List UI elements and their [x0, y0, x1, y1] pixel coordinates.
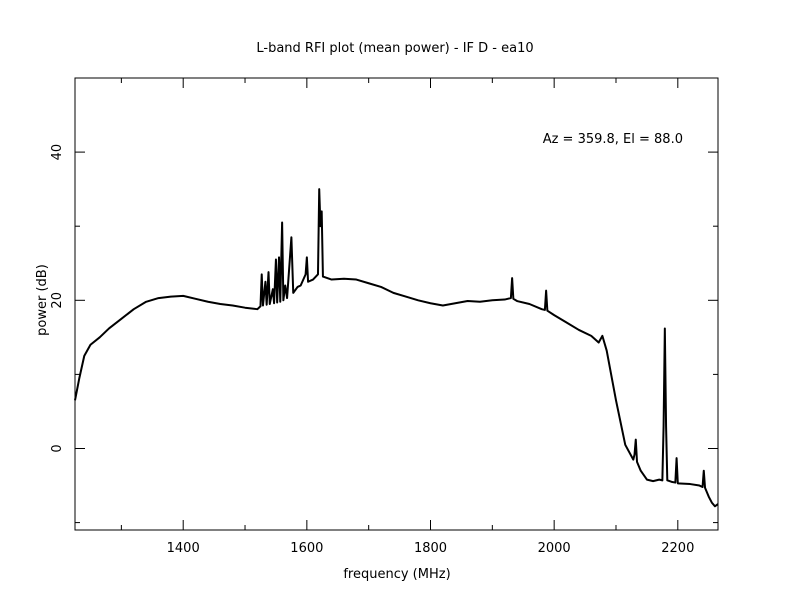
- x-tick-label: 1600: [290, 541, 323, 556]
- chart-annotation: Az = 359.8, El = 88.0: [543, 132, 683, 147]
- plot-frame: [74, 77, 719, 531]
- y-tick-label: 0: [50, 444, 65, 452]
- power-series-line: [74, 188, 719, 508]
- series-layer: [74, 188, 719, 508]
- x-tick-label: 2000: [538, 541, 571, 556]
- x-tick-label: 2200: [661, 541, 694, 556]
- axis-ticks: 1400 1600 1800 2000 2200 0 20 40: [50, 77, 718, 556]
- y-tick-label: 40: [50, 144, 65, 161]
- x-axis-label: frequency (MHz): [343, 567, 450, 582]
- y-axis-label: power (dB): [35, 264, 50, 336]
- x-tick-label: 1400: [167, 541, 200, 556]
- chart-title: L-band RFI plot (mean power) - IF D - ea…: [256, 41, 533, 56]
- y-tick-label: 20: [50, 292, 65, 309]
- x-tick-label: 1800: [414, 541, 447, 556]
